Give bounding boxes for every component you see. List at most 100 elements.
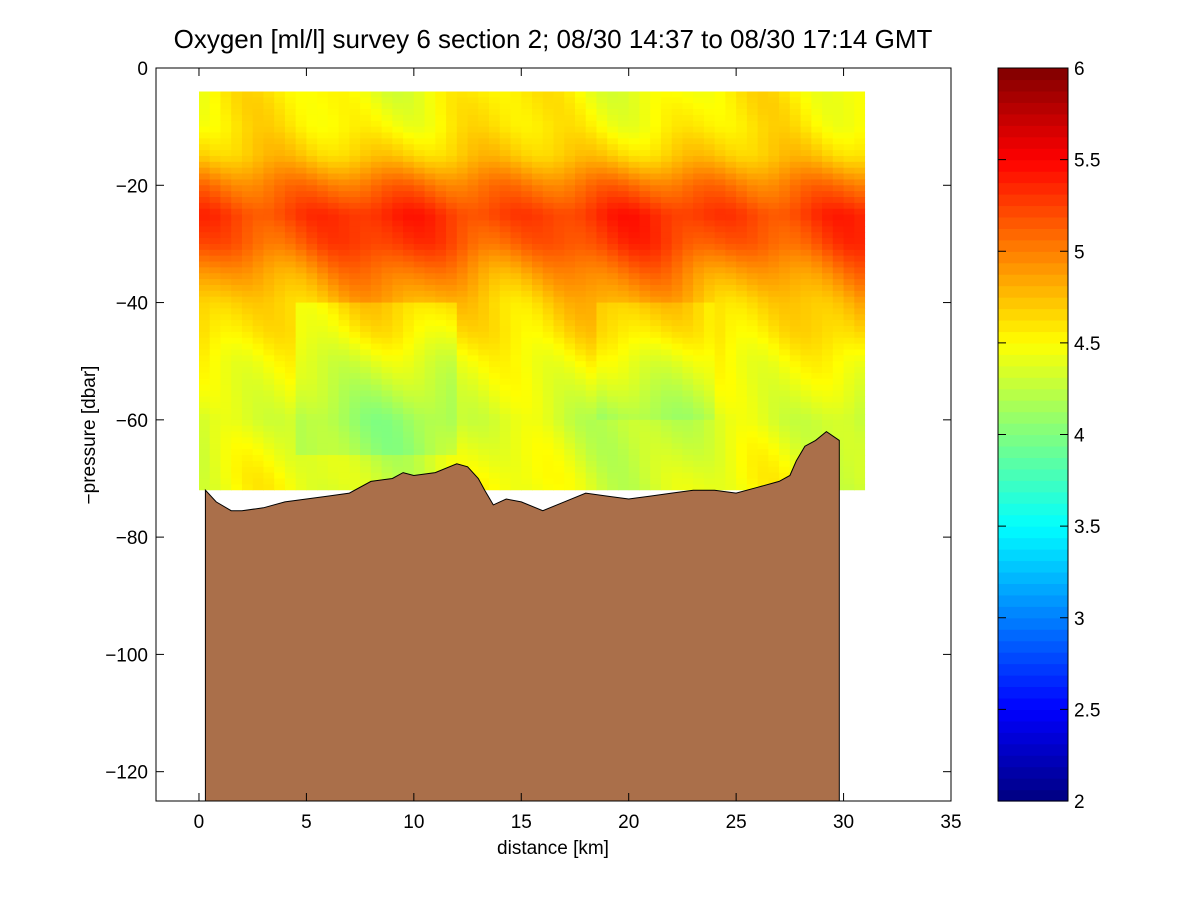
heatmap-cell	[295, 326, 307, 333]
heatmap-cell	[628, 402, 641, 409]
heatmap-cell	[327, 455, 340, 462]
heatmap-cell	[489, 138, 501, 145]
heatmap-cell	[274, 337, 286, 345]
heatmap-cell	[403, 232, 415, 239]
heatmap-cell	[607, 273, 619, 280]
heatmap-cell	[295, 226, 307, 233]
heatmap-cell	[338, 132, 350, 139]
heatmap-cell	[768, 308, 780, 315]
heatmap-cell	[574, 220, 587, 227]
heatmap-cell	[746, 279, 759, 286]
heatmap-cell	[854, 455, 866, 462]
heatmap-cell	[703, 109, 716, 116]
heatmap-cell	[574, 372, 587, 380]
heatmap-cell	[843, 431, 855, 439]
heatmap-cell	[424, 372, 436, 380]
colorbar-band	[998, 79, 1068, 92]
heatmap-cell	[220, 466, 232, 474]
heatmap-cell	[789, 220, 802, 227]
heatmap-cell	[499, 120, 512, 128]
heatmap-cell	[284, 232, 297, 239]
heatmap-cell	[521, 185, 533, 192]
heatmap-cell	[317, 449, 329, 456]
heatmap-cell	[467, 273, 479, 280]
heatmap-cell	[456, 202, 469, 210]
heatmap-cell	[403, 314, 415, 321]
heatmap-cell	[725, 443, 737, 450]
heatmap-cell	[564, 155, 576, 163]
heatmap-cell	[499, 408, 512, 415]
heatmap-cell	[671, 197, 684, 204]
heatmap-cell	[553, 179, 565, 186]
heatmap-cell	[811, 408, 823, 415]
heatmap-cell	[542, 208, 555, 216]
heatmap-cell	[521, 402, 533, 409]
heatmap-cell	[274, 249, 286, 257]
heatmap-cell	[564, 185, 576, 192]
heatmap-cell	[746, 232, 759, 239]
heatmap-cell	[843, 226, 855, 233]
heatmap-cell	[725, 484, 737, 491]
heatmap-cell	[607, 337, 619, 345]
heatmap-cell	[714, 191, 726, 198]
heatmap-cell	[198, 273, 211, 280]
heatmap-cell	[671, 284, 684, 292]
heatmap-cell	[338, 302, 350, 310]
heatmap-cell	[736, 249, 748, 257]
heatmap-cell	[198, 372, 211, 380]
heatmap-cell	[456, 460, 469, 468]
heatmap-cell	[800, 226, 812, 233]
heatmap-cell	[403, 126, 415, 134]
heatmap-cell	[521, 97, 533, 104]
heatmap-cell	[628, 472, 641, 480]
heatmap-cell	[392, 390, 404, 397]
heatmap-cell	[403, 455, 415, 462]
heatmap-cell	[478, 232, 490, 239]
heatmap-cell	[757, 179, 769, 186]
heatmap-cell	[456, 91, 469, 98]
heatmap-cell	[456, 396, 469, 403]
heatmap-cell	[768, 191, 780, 198]
heatmap-cell	[650, 214, 662, 222]
heatmap-cell	[854, 390, 866, 397]
heatmap-cell	[306, 337, 318, 345]
heatmap-cell	[231, 431, 243, 439]
heatmap-cell	[822, 232, 834, 239]
heatmap-cell	[403, 443, 415, 450]
heatmap-cell	[617, 455, 630, 462]
heatmap-cell	[521, 449, 533, 456]
heatmap-cell	[650, 326, 662, 333]
heatmap-cell	[532, 443, 544, 450]
heatmap-cell	[478, 197, 490, 204]
heatmap-cell	[682, 326, 694, 333]
heatmap-cell	[564, 408, 576, 415]
heatmap-cell	[532, 478, 544, 485]
heatmap-cell	[295, 208, 307, 216]
heatmap-cell	[607, 109, 619, 116]
heatmap-cell	[317, 372, 329, 380]
heatmap-cell	[489, 419, 501, 427]
heatmap-cell	[327, 308, 340, 315]
heatmap-cell	[252, 232, 265, 239]
heatmap-cell	[564, 144, 576, 151]
heatmap-cell	[757, 449, 769, 456]
heatmap-cell	[295, 355, 307, 362]
heatmap-cell	[628, 232, 641, 239]
heatmap-cell	[381, 202, 393, 210]
heatmap-cell	[693, 361, 705, 368]
heatmap-cell	[456, 155, 469, 163]
heatmap-cell	[607, 161, 619, 169]
heatmap-cell	[521, 443, 533, 450]
heatmap-cell	[241, 343, 254, 351]
colorbar-band	[998, 514, 1068, 527]
heatmap-cell	[811, 343, 823, 351]
heatmap-cell	[693, 437, 705, 444]
heatmap-cell	[703, 478, 716, 485]
heatmap-cell	[252, 302, 265, 310]
colorbar-band	[998, 228, 1068, 241]
heatmap-cell	[693, 173, 705, 181]
heatmap-cell	[274, 449, 286, 456]
heatmap-cell	[585, 279, 598, 286]
heatmap-cell	[381, 243, 393, 251]
heatmap-cell	[736, 91, 748, 98]
